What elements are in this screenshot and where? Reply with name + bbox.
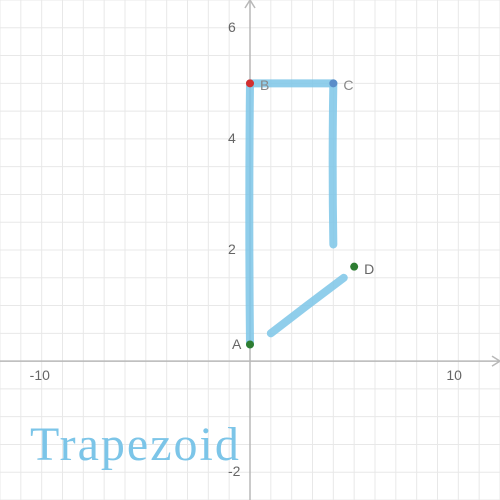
y-tick-label: 6 (228, 19, 236, 35)
coordinate-graph: -1010-2246ABCD Trapezoid (0, 0, 500, 500)
handwritten-annotation: Trapezoid (30, 417, 241, 472)
point-label-a: A (232, 336, 241, 352)
point-label-c: C (343, 77, 353, 93)
x-tick-label: -10 (30, 367, 50, 383)
point-label-d: D (364, 261, 374, 277)
y-tick-label: 2 (228, 241, 236, 257)
y-tick-label: 4 (228, 130, 236, 146)
x-tick-label: 10 (446, 367, 462, 383)
point-label-b: B (260, 77, 269, 93)
